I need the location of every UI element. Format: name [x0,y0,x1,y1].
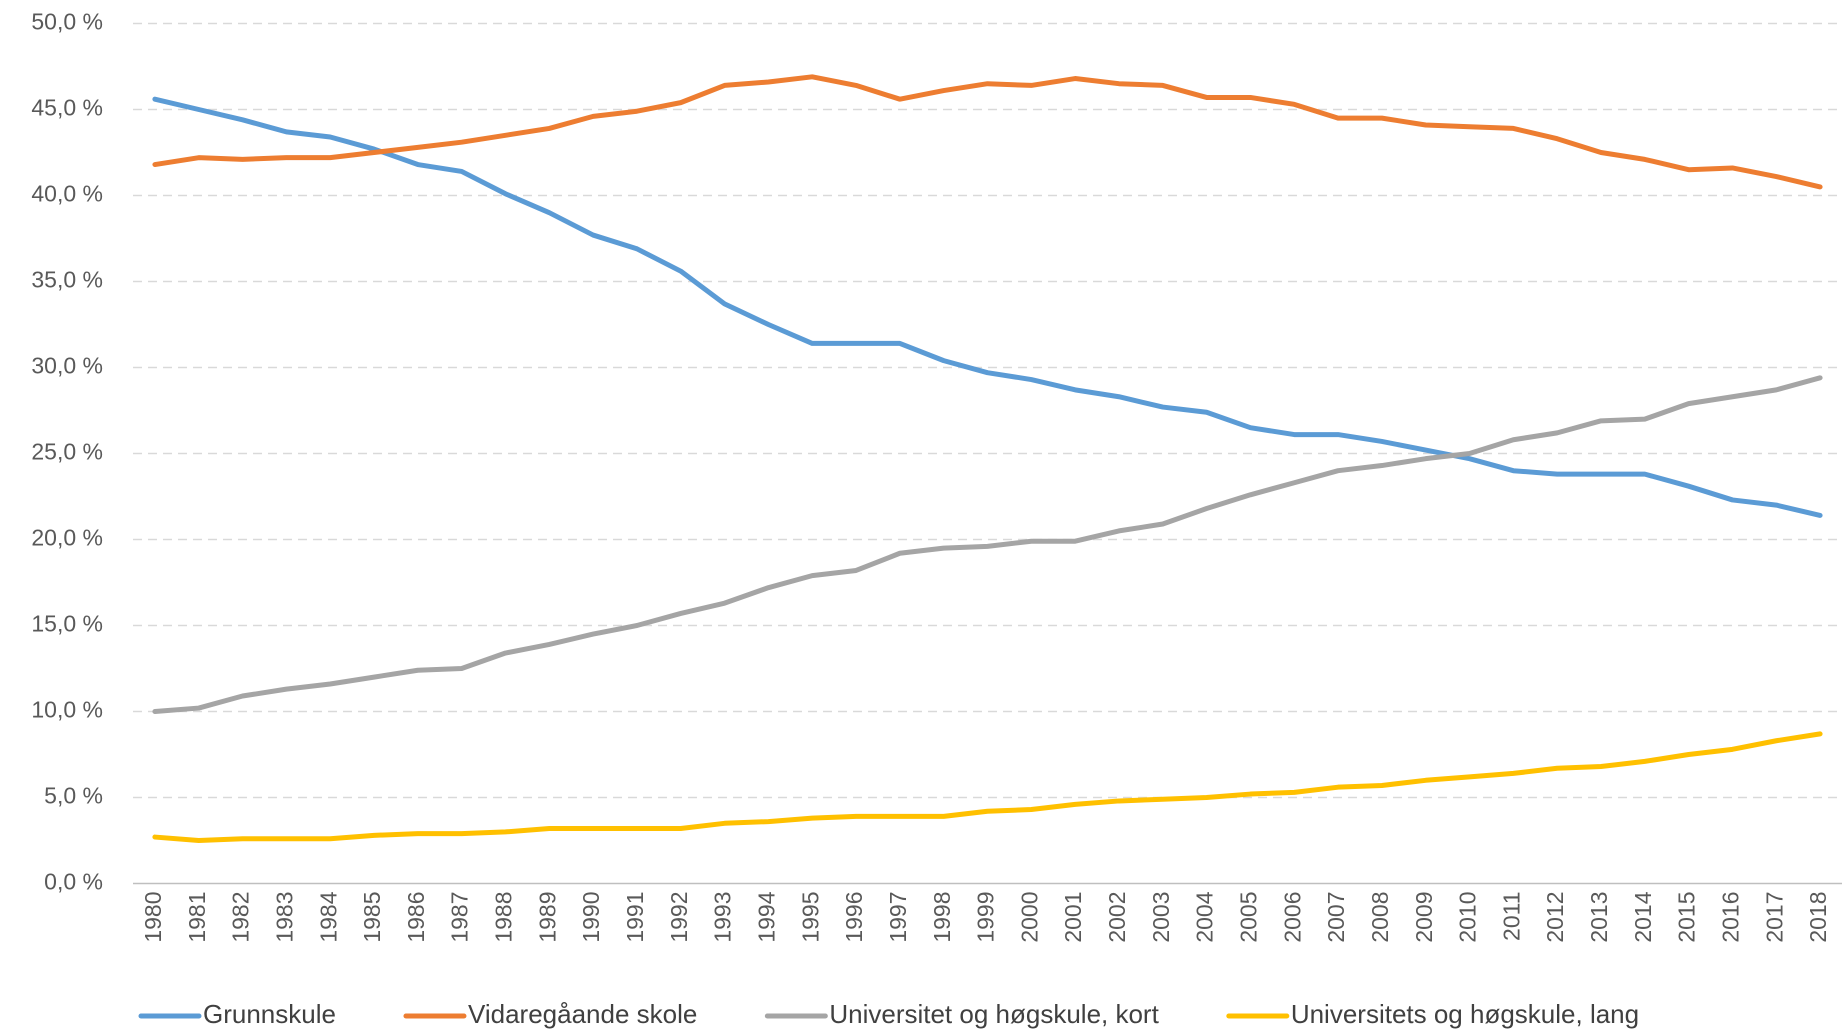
x-tick-label: 1990 [578,892,604,943]
y-tick-label: 0,0 % [44,869,103,895]
y-tick-label: 25,0 % [31,439,103,465]
y-tick-label: 35,0 % [31,267,103,293]
x-tick-label: 1991 [622,892,648,943]
y-tick-label: 20,0 % [31,525,103,551]
x-tick-label: 2005 [1236,892,1262,943]
x-tick-label: 2007 [1323,892,1349,943]
x-tick-label: 2011 [1498,892,1524,941]
x-tick-label: 1989 [534,892,560,943]
x-tick-label: 2010 [1455,892,1481,943]
series-line [152,96,1823,518]
x-tick-label: 1984 [315,891,341,942]
legend-label: Universitets og høgskule, lang [1291,999,1639,1029]
x-tick-label: 2015 [1674,892,1700,943]
x-tick-label: 2001 [1060,892,1086,943]
legend-label: Vidaregåande skole [468,999,697,1029]
x-tick-label: 2003 [1148,892,1174,943]
series-line [152,375,1823,714]
x-tick-label: 1982 [228,892,254,943]
series-line [152,731,1823,843]
x-tick-label: 1999 [973,892,999,943]
x-tick-label: 2004 [1192,891,1218,942]
legend-label: Universitet og høgskule, kort [829,999,1159,1029]
y-tick-label: 40,0 % [31,181,103,207]
x-tick-label: 2016 [1718,892,1744,943]
series-line [152,74,1823,190]
x-tick-label: 2012 [1542,892,1568,943]
x-tick-label: 2006 [1279,892,1305,943]
x-tick-label: 1994 [753,891,779,942]
x-tick-label: 1995 [797,892,823,943]
y-tick-label: 15,0 % [31,611,103,637]
x-tick-label: 2000 [1016,892,1042,943]
y-tick-label: 30,0 % [31,353,103,379]
x-tick-label: 1993 [710,892,736,943]
x-tick-label: 1981 [184,892,210,943]
x-tick-label: 1992 [666,892,692,943]
y-tick-label: 50,0 % [31,9,103,35]
x-tick-label: 2014 [1630,891,1656,942]
y-tick-label: 10,0 % [31,697,103,723]
x-tick-label: 1983 [271,892,297,943]
legend-label: Grunnskule [203,999,336,1029]
x-tick-label: 1997 [885,892,911,943]
x-tick-label: 2017 [1761,892,1787,943]
x-tick-label: 1998 [929,892,955,943]
x-tick-label: 1986 [403,892,429,943]
x-tick-label: 1980 [140,892,166,943]
x-tick-label: 2009 [1411,892,1437,943]
y-tick-label: 5,0 % [44,783,103,809]
x-tick-label: 2008 [1367,892,1393,943]
x-tick-label: 2018 [1805,892,1831,943]
x-tick-label: 2013 [1586,892,1612,943]
x-tick-label: 1987 [447,892,473,943]
x-tick-label: 1996 [841,892,867,943]
x-tick-label: 1985 [359,892,385,943]
x-tick-label: 2002 [1104,892,1130,943]
x-tick-label: 1988 [491,892,517,943]
y-tick-label: 45,0 % [31,95,103,121]
